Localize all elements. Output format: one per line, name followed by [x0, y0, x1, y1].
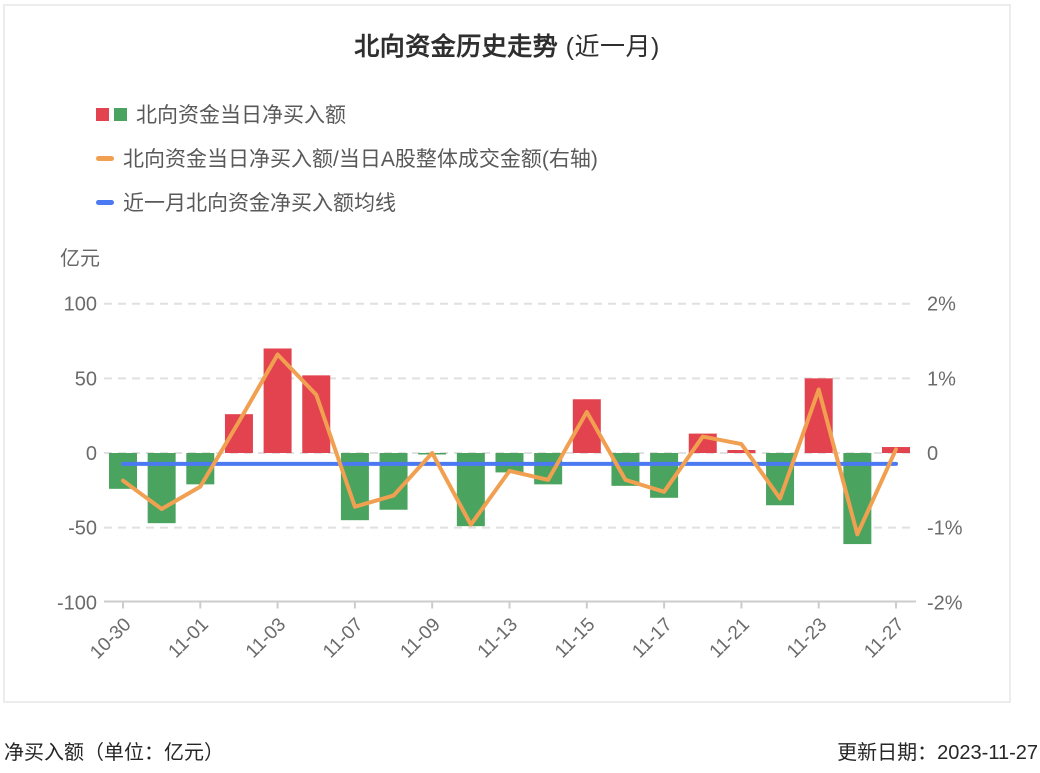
- left-axis-tick-label: 50: [75, 368, 97, 390]
- left-axis-tick-label: 100: [64, 294, 97, 316]
- x-tick-label: 11-07: [319, 614, 367, 662]
- legend-item-ratio-line[interactable]: 北向资金当日净买入额/当日A股整体成交金额(右轴): [96, 144, 598, 172]
- footer-update-date: 更新日期：2023-11-27: [837, 742, 1038, 764]
- right-axis-tick-label: 0: [927, 443, 938, 465]
- legend-green-bar-marker: [114, 107, 127, 121]
- legend: 北向资金当日净买入额 北向资金当日净买入额/当日A股整体成交金额(右轴) 近一月…: [96, 100, 598, 232]
- chart-title: 北向资金历史走势 (近一月): [0, 27, 1014, 63]
- legend-item-label: 北向资金当日净买入额: [136, 104, 346, 127]
- left-axis-tick-label: 0: [86, 443, 97, 465]
- chart-title-main: 北向资金历史走势: [354, 33, 559, 61]
- x-tick-label: 11-21: [706, 614, 754, 662]
- net-buy-bar-10-30[interactable]: [109, 453, 137, 489]
- x-tick-label: 11-17: [628, 614, 676, 662]
- x-tick-label: 11-27: [860, 614, 908, 662]
- x-tick-label: 11-03: [242, 614, 290, 662]
- right-axis-tick-label: -1%: [927, 518, 963, 540]
- left-axis-tick-label: -50: [68, 518, 97, 540]
- legend-orange-line-marker: [96, 155, 114, 161]
- chart-card: [3, 4, 1011, 703]
- x-tick-label: 11-15: [551, 614, 599, 662]
- chart-title-suffix: (近一月): [558, 33, 660, 61]
- net-buy-bar-11-06[interactable]: [302, 375, 331, 453]
- x-tick-label: 11-09: [397, 614, 445, 662]
- legend-blue-line-marker: [96, 199, 114, 205]
- x-tick-label: 11-13: [474, 614, 522, 662]
- net-buy-bar-11-21[interactable]: [727, 450, 756, 453]
- right-axis-tick-label: 1%: [927, 368, 956, 390]
- right-axis-tick-label: -2%: [927, 592, 963, 614]
- left-axis-tick-label: -100: [57, 592, 97, 614]
- legend-red-bar-marker: [96, 107, 109, 121]
- legend-item-average-line[interactable]: 近一月北向资金净买入额均线: [96, 188, 598, 216]
- x-tick-label: 11-23: [783, 614, 831, 662]
- x-tick-label: 11-01: [165, 614, 213, 662]
- net-buy-bar-11-08[interactable]: [379, 453, 408, 510]
- footer-unit-note: 净买入额（单位：亿元）: [4, 742, 224, 764]
- legend-item-net-buy[interactable]: 北向资金当日净买入额: [96, 100, 598, 128]
- legend-item-label: 北向资金当日净买入额/当日A股整体成交金额(右轴): [123, 148, 598, 171]
- legend-item-label: 近一月北向资金净买入额均线: [123, 192, 396, 215]
- ratio-line: [121, 352, 898, 537]
- left-axis-unit-label: 亿元: [60, 248, 100, 270]
- right-axis-tick-label: 2%: [927, 294, 956, 316]
- x-tick-label: 10-30: [86, 614, 135, 663]
